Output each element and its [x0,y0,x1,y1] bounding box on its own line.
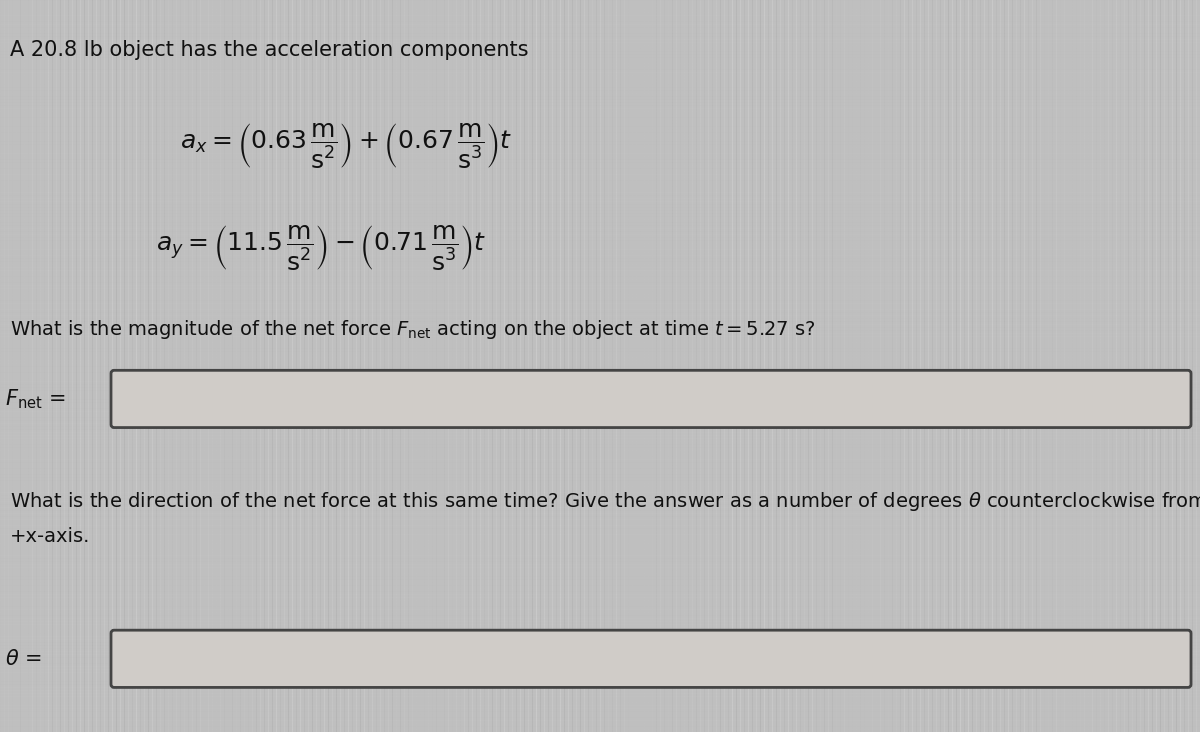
Text: $a_x = \left(0.63\,\dfrac{\mathrm{m}}{\mathrm{s}^2}\right) + \left(0.67\,\dfrac{: $a_x = \left(0.63\,\dfrac{\mathrm{m}}{\m… [180,121,512,170]
Text: A 20.8 lb object has the acceleration components: A 20.8 lb object has the acceleration co… [10,40,528,60]
Text: $\theta$ =: $\theta$ = [5,649,42,669]
Text: +x-axis.: +x-axis. [10,527,90,546]
Text: $F_{\mathrm{net}}$ =: $F_{\mathrm{net}}$ = [5,387,66,411]
Text: What is the direction of the net force at this same time? Give the answer as a n: What is the direction of the net force a… [10,490,1200,513]
FancyBboxPatch shape [112,630,1190,687]
FancyBboxPatch shape [112,370,1190,427]
Text: What is the magnitude of the net force $F_{\mathrm{net}}$ acting on the object a: What is the magnitude of the net force $… [10,318,816,341]
Text: $a_y = \left(11.5\,\dfrac{\mathrm{m}}{\mathrm{s}^2}\right) - \left(0.71\,\dfrac{: $a_y = \left(11.5\,\dfrac{\mathrm{m}}{\m… [156,223,486,272]
